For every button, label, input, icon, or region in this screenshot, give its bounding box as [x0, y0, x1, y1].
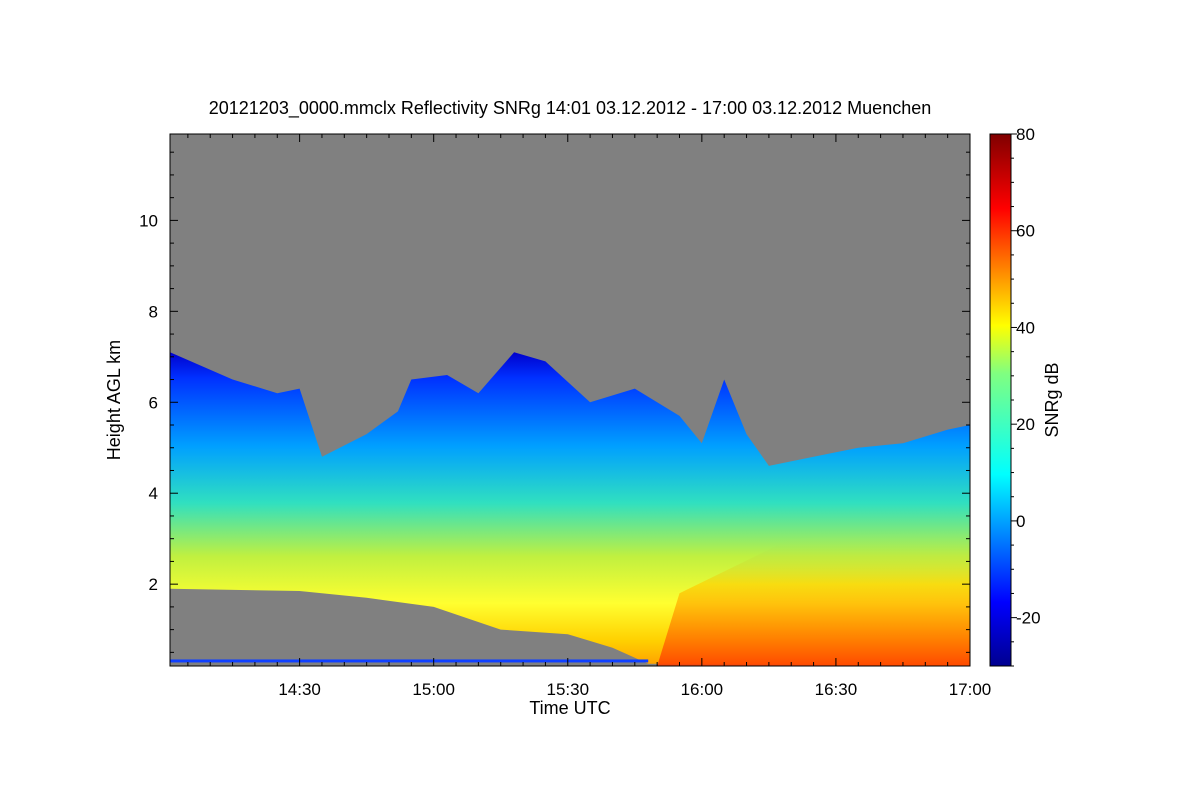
- x-tick-label: 17:00: [949, 680, 992, 699]
- x-axis: 14:30 15:00 15:30 16:00 16:30 17:00: [187, 134, 992, 699]
- colorbar: [989, 133, 1012, 667]
- colorbar-label: SNRg dB: [1042, 362, 1062, 437]
- colorbar-tick-label: 0: [1016, 512, 1025, 531]
- y-tick-label: 10: [139, 211, 158, 230]
- plot-frame: [169, 133, 971, 667]
- echo-layer: [170, 352, 970, 666]
- y-axis: 2 4 6 8 10: [139, 151, 970, 653]
- chart-title: 20121203_0000.mmclx Reflectivity SNRg 14…: [208, 98, 932, 118]
- y-axis-label: Height AGL km: [104, 340, 124, 460]
- strong-echo-region: [657, 529, 970, 666]
- x-tick-label: 16:30: [815, 680, 858, 699]
- y-tick-label: 4: [149, 484, 158, 503]
- colorbar-tick-label: 80: [1016, 125, 1035, 144]
- y-tick-label: 8: [149, 302, 158, 321]
- ground-clutter: [170, 659, 649, 663]
- colorbar-tick-label: 40: [1016, 318, 1035, 337]
- x-tick-label: 14:30: [278, 680, 321, 699]
- colorbar-tick-label: 60: [1016, 222, 1035, 241]
- x-tick-label: 15:30: [546, 680, 589, 699]
- colorbar-tick-label: -20: [1016, 609, 1041, 628]
- colorbar-tick-label: 20: [1016, 415, 1035, 434]
- y-tick-label: 2: [149, 575, 158, 594]
- y-tick-label: 6: [149, 393, 158, 412]
- x-tick-label: 16:00: [681, 680, 724, 699]
- x-axis-label: Time UTC: [529, 698, 610, 718]
- x-tick-label: 15:00: [412, 680, 455, 699]
- colorbar-ticks: -20 0 20 40 60 80: [1011, 125, 1041, 667]
